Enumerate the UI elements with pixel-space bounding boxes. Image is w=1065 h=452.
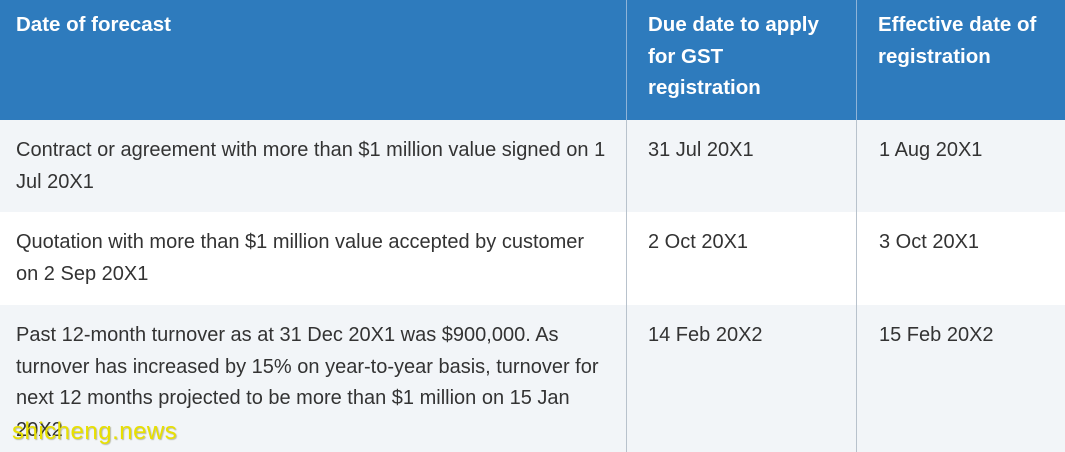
header-effective-date: Effective date of registration — [856, 0, 1065, 120]
forecast-cell: Past 12-month turnover as at 31 Dec 20X1… — [16, 324, 599, 441]
effective-date-cell: 15 Feb 20X2 — [856, 305, 1065, 452]
forecast-cell: Quotation with more than $1 million valu… — [16, 231, 585, 285]
effective-date-cell: 3 Oct 20X1 — [856, 212, 1065, 305]
header-date-of-forecast: Date of forecast — [16, 13, 171, 36]
table-header: Date of forecast Due date to apply for G… — [0, 0, 1065, 120]
table-row: Contract or agreement with more than $1 … — [0, 120, 1065, 212]
table-row: Past 12-month turnover as at 31 Dec 20X1… — [0, 305, 1065, 452]
due-date-cell: 14 Feb 20X2 — [626, 305, 856, 452]
due-date-cell: 2 Oct 20X1 — [626, 212, 856, 305]
watermark: shicheng.news — [12, 418, 178, 445]
effective-date-cell: 1 Aug 20X1 — [856, 120, 1065, 212]
due-date-cell: 31 Jul 20X1 — [626, 120, 856, 212]
forecast-cell: Contract or agreement with more than $1 … — [16, 139, 606, 193]
table-row: Quotation with more than $1 million valu… — [0, 212, 1065, 305]
header-due-date: Due date to apply for GST registration — [626, 0, 856, 120]
